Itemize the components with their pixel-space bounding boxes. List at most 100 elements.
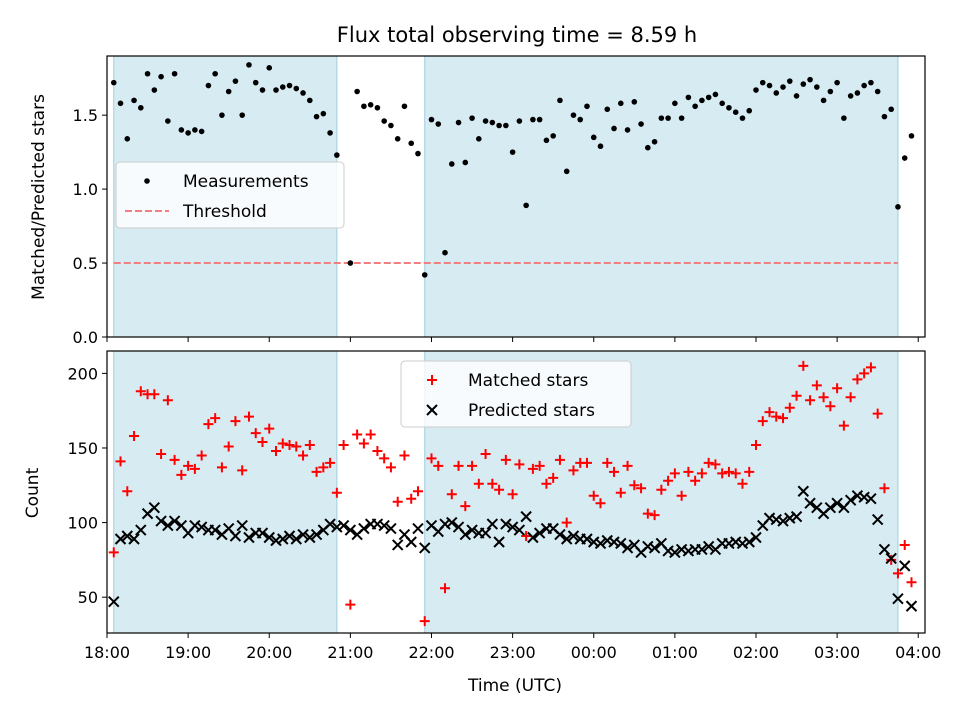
measurement-point [584,103,590,110]
matched-star-point [534,460,545,471]
measurement-point [381,118,387,124]
measurement-point [759,79,766,86]
matched-star-point [683,466,694,477]
predicted-star-point [108,595,120,608]
measurement-point [212,70,218,77]
measurement-point [807,76,813,83]
matched-star-point [183,460,194,471]
predicted-star-point [892,592,904,605]
matched-star-point [304,440,315,450]
x-tick-label: 21:00 [327,643,373,662]
matched-star-point [331,487,342,498]
matched-star-point [298,450,309,461]
matched-star-point [676,490,687,501]
matched-star-point [352,429,363,440]
bottom-plot-panel: 50 100 150 200 18:00 19:00 20:00 21:00 22:00 23:0… [67,350,941,662]
matched-star-point [879,483,890,494]
predicted-star-point [878,543,891,556]
measurement-point [868,79,874,86]
measurement-point [286,82,293,89]
predicted-star-point [290,533,302,545]
matched-star-point [365,429,376,440]
predicted-star-point [797,485,810,497]
measurement-point [131,97,137,104]
matched-star-point [906,577,917,588]
measurement-point [766,82,773,89]
legend-entry-label: Matched stars [468,371,588,391]
measurement-point [266,65,273,71]
measurement-point [820,97,827,104]
x-axis-label: Time (UTC) [467,676,562,696]
x-tick-label: 01:00 [652,643,698,662]
matched-star-point [825,401,836,412]
matched-star-point [385,462,396,473]
measurement-point [678,115,685,121]
predicted-star-point [486,518,499,530]
predicted-star-point [378,519,390,532]
measurement-point [192,127,198,133]
measurement-point [604,106,611,113]
measurement-point [455,119,462,126]
matched-star-point [865,362,876,373]
bottom-observing-window-1 [113,350,338,634]
measurement-point [219,112,225,118]
measurement-point [665,115,671,121]
measurement-point [814,84,820,90]
predicted-star-point [148,501,161,514]
bottom-y-tick-label: 50 [78,588,98,607]
measurement-point [361,103,367,110]
measurement-point [847,93,854,99]
matched-star-point [811,380,822,391]
predicted-star-point [743,536,755,548]
matched-star-point [588,490,599,501]
matched-star-point [325,457,336,468]
measurement-point [347,260,354,266]
top-observing-window-2 [424,55,899,338]
measurement-point [279,84,286,90]
matched-star-point [243,411,254,422]
predicted-star-point [554,528,566,541]
predicted-star-point [114,533,127,545]
measurement-point [509,149,516,155]
measurement-point [631,99,638,105]
predicted-star-point [310,528,323,541]
matched-star-point [392,496,403,507]
matched-star-point [771,411,782,422]
measurement-point [225,88,232,95]
measurement-point [827,88,834,95]
measurement-point [503,122,509,129]
top-y-tick-label: 1.5 [73,106,98,125]
predicted-star-point [324,518,336,530]
predicted-star-point [567,530,580,542]
predicted-star-point [702,540,715,553]
matched-star-point [764,407,775,418]
measurement-point [293,85,300,92]
predicted-star-point [195,521,208,533]
matched-star-point [798,360,809,371]
matched-star-point [892,568,903,579]
matched-star-point [703,457,714,468]
matched-star-point [717,468,728,479]
measurement-point [557,97,563,104]
measurement-point [388,122,394,129]
predicted-star-point [493,536,505,548]
matched-star-point [690,475,701,486]
measurement-point [158,73,164,80]
measurement-point [252,79,259,86]
matched-star-point [230,416,241,427]
predicted-star-point [168,515,181,527]
predicted-star-point [804,497,816,509]
top-legend [115,161,345,229]
x-tick-label: 03:00 [814,643,860,662]
predicted-star-point [229,530,242,542]
legend-measurement-swatch [144,178,150,184]
measurement-point [232,78,239,84]
measurement-point [374,104,381,111]
matched-star-point [710,459,721,470]
matched-star-point [818,392,829,403]
bottom-y-tick-label: 150 [67,439,98,458]
measurement-point [536,116,543,123]
matched-star-point [196,450,207,461]
matched-star-point [257,437,268,448]
predicted-star-point [459,528,472,541]
